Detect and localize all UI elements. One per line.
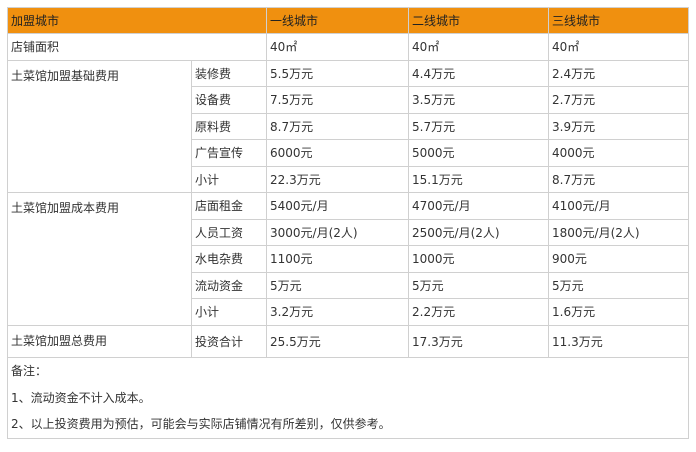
table-cell: 2500元/月(2人) — [408, 218, 550, 246]
item-label: 原料费 — [190, 112, 268, 140]
table-cell: 5400元/月 — [266, 192, 410, 220]
item-label: 装修费 — [190, 59, 268, 87]
item-label: 水电杂费 — [190, 245, 268, 273]
table-cell: 4700元/月 — [408, 192, 550, 220]
table-row: 土菜馆加盟基础费用 装修费 5.5万元 4.4万元 2.4万元 — [7, 59, 690, 193]
table-row: 土菜馆加盟总费用 投资合计 25.5万元 17.3万元 11.3万元 — [7, 324, 690, 358]
note-line: 1、流动资金不计入成本。 — [11, 390, 151, 405]
table-cell: 5.5万元 — [266, 59, 410, 87]
table-cell: 7.5万元 — [266, 86, 410, 114]
table-cell: 4.4万元 — [408, 59, 550, 87]
table-cell: 40㎡ — [548, 33, 690, 61]
table-cell: 4000元 — [548, 139, 690, 167]
header-row: 加盟城市 一线城市 二线城市 三线城市 — [6, 7, 690, 34]
group-label: 土菜馆加盟总费用 — [7, 324, 192, 358]
header-cell: 加盟城市 — [6, 7, 268, 34]
table-cell: 40㎡ — [266, 33, 410, 61]
table-cell: 4100元/月 — [548, 192, 690, 220]
table-cell: 1100元 — [266, 245, 410, 273]
table-cell: 1000元 — [408, 245, 550, 273]
table-cell: 5000元 — [408, 139, 550, 167]
table-cell: 22.3万元 — [266, 165, 410, 193]
table-cell: 5万元 — [266, 271, 410, 299]
item-label: 设备费 — [190, 86, 268, 114]
item-label: 店面租金 — [190, 192, 268, 220]
table-cell: 15.1万元 — [408, 165, 550, 193]
row-label: 店铺面积 — [6, 33, 268, 61]
item-label: 小计 — [190, 165, 268, 193]
table-cell: 11.3万元 — [548, 324, 690, 358]
item-label: 投资合计 — [190, 324, 268, 358]
table-cell: 8.7万元 — [266, 112, 410, 140]
table-row: 设备费 7.5万元 3.5万元 2.7万元 — [8, 86, 690, 114]
table-row: 小计 3.2万元 2.2万元 1.6万元 — [8, 298, 690, 326]
table-cell: 1.6万元 — [548, 298, 690, 326]
header-cell: 一线城市 — [266, 7, 410, 34]
table-cell: 1800元/月(2人) — [548, 218, 690, 246]
table-row: 小计 22.3万元 15.1万元 8.7万元 — [8, 165, 690, 193]
table-cell: 8.7万元 — [548, 165, 690, 193]
franchise-cost-table: 加盟城市 一线城市 二线城市 三线城市 店铺面积 40㎡ 40㎡ 40㎡ 土菜馆… — [6, 7, 690, 439]
table-row: 人员工资 3000元/月(2人) 2500元/月(2人) 1800元/月(2人) — [8, 218, 690, 246]
table-row: 流动资金 5万元 5万元 5万元 — [8, 271, 690, 299]
header-cell: 二线城市 — [408, 7, 550, 34]
note-line: 2、以上投资费用为预估，可能会与实际店铺情况有所差别，仅供参考。 — [11, 417, 391, 431]
table-cell: 25.5万元 — [266, 324, 410, 358]
item-label: 流动资金 — [190, 271, 268, 299]
table-cell: 5万元 — [408, 271, 550, 299]
table-cell: 6000元 — [266, 139, 410, 167]
notes-cell: 备注： 1、流动资金不计入成本。 2、以上投资费用为预估，可能会与实际店铺情况有所差… — [6, 357, 690, 439]
group-label: 土菜馆加盟基础费用 — [7, 59, 192, 193]
table-cell: 3.2万元 — [266, 298, 410, 326]
table-cell: 3.9万元 — [548, 112, 690, 140]
item-label: 广告宣传 — [190, 139, 268, 167]
table-cell: 17.3万元 — [408, 324, 550, 358]
table-cell: 2.7万元 — [548, 86, 690, 114]
group-label: 土菜馆加盟成本费用 — [7, 192, 192, 326]
table-cell: 900元 — [548, 245, 690, 273]
note-line: 备注： — [11, 364, 48, 378]
notes-row: 备注： 1、流动资金不计入成本。 2、以上投资费用为预估，可能会与实际店铺情况有所差… — [6, 357, 690, 439]
table-cell: 3000元/月(2人) — [266, 218, 410, 246]
table-cell: 40㎡ — [408, 33, 550, 61]
table-row: 广告宣传 6000元 5000元 4000元 — [8, 139, 690, 167]
table-row: 店铺面积 40㎡ 40㎡ 40㎡ — [6, 33, 690, 61]
table-cell: 2.2万元 — [408, 298, 550, 326]
table-row: 土菜馆加盟成本费用 店面租金 5400元/月 4700元/月 4100元/月 — [7, 192, 690, 326]
table-cell: 5万元 — [548, 271, 690, 299]
table-cell: 3.5万元 — [408, 86, 550, 114]
table-row: 原料费 8.7万元 5.7万元 3.9万元 — [8, 112, 690, 140]
header-cell: 三线城市 — [548, 7, 690, 34]
table-cell: 2.4万元 — [548, 59, 690, 87]
item-label: 人员工资 — [190, 218, 268, 246]
item-label: 小计 — [190, 298, 268, 326]
table-row: 水电杂费 1100元 1000元 900元 — [8, 245, 690, 273]
table-cell: 5.7万元 — [408, 112, 550, 140]
